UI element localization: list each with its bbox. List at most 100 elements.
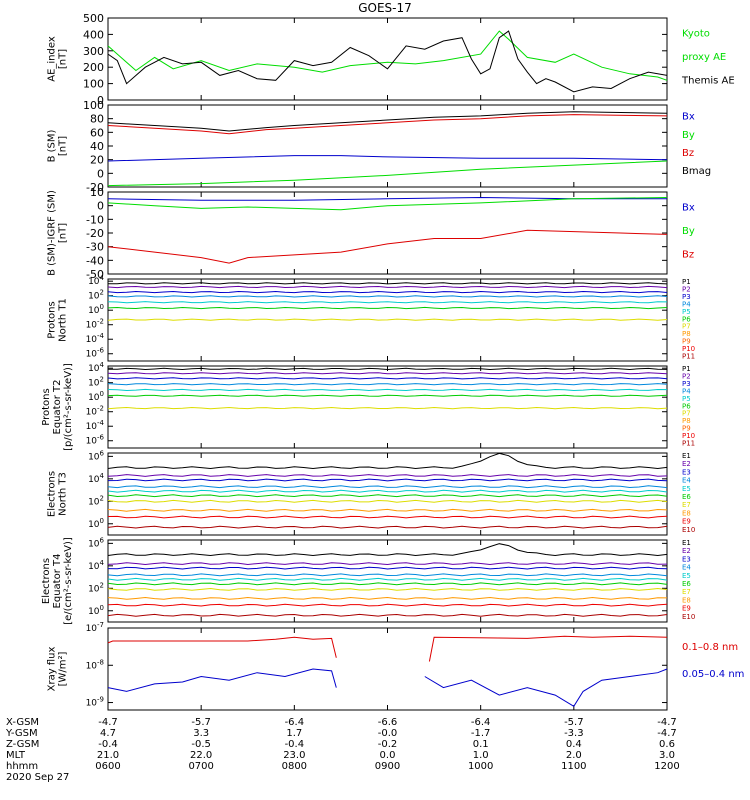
y-axis-label: AE_index: [47, 36, 58, 82]
legend-entry: P9: [682, 425, 691, 433]
y-tick-label: 10-2: [86, 405, 104, 418]
legend-entry: P9: [682, 338, 691, 346]
panel-ee: 106 104 102 100 Electrons Equator T4 [e/(cm²-s…: [41, 536, 695, 624]
y-tick-label: 10-9: [86, 696, 104, 709]
y-tick-label: 300: [83, 45, 104, 58]
legend-entry: P7: [682, 410, 691, 418]
panel-frame: [107, 452, 668, 536]
series-line: [107, 282, 668, 285]
legend-entry: P6: [682, 402, 691, 410]
y-tick-label: 100: [88, 604, 104, 617]
y-axis-label: B (SM)-IGRF (SM): [47, 190, 58, 276]
legend-entry: P4: [682, 387, 691, 395]
footer-value: 0900: [375, 761, 400, 772]
y-tick-label: 106: [88, 536, 104, 549]
legend-entry: P2: [682, 372, 691, 380]
y-tick-label: 104: [88, 472, 104, 485]
footer-row-label: MLT: [6, 750, 26, 761]
legend-entry: P2: [682, 285, 691, 293]
y-tick-label: 0: [97, 94, 104, 107]
series-line: [107, 508, 668, 512]
legend-entry: Bz: [682, 148, 694, 159]
y-tick-label: 104: [88, 559, 104, 572]
series-line: [107, 452, 668, 470]
legend-entry: P5: [682, 395, 691, 403]
series-line: [424, 668, 668, 707]
legend-entry: E4: [682, 477, 691, 485]
y-axis-label: [nT]: [58, 49, 69, 69]
footer-value: -6.4: [471, 717, 491, 728]
footer-value: 0.1: [473, 739, 489, 750]
series-line: [107, 388, 668, 392]
y-axis-label: Equator T4: [52, 554, 63, 609]
legend-entry: P7: [682, 323, 691, 331]
footer-value: 1200: [654, 761, 679, 772]
legend-entry: 0.1–0.8 nm: [682, 642, 738, 653]
y-axis-label: B (SM): [47, 129, 58, 162]
legend-entry: E7: [682, 501, 691, 509]
footer-value: 0.4: [566, 739, 582, 750]
series-line: [107, 543, 668, 557]
footer-value: -1.7: [471, 728, 491, 739]
series-line: [107, 295, 668, 298]
legend-entry: P10: [682, 432, 695, 440]
panel-frame: [107, 104, 668, 188]
series-line: [107, 485, 668, 489]
series-line: [107, 197, 668, 211]
footer-value: 3.3: [193, 728, 209, 739]
series-line: [107, 587, 668, 591]
footer-value: 0800: [282, 761, 307, 772]
footer-value: -4.7: [657, 717, 677, 728]
footer-value: 3.0: [659, 750, 675, 761]
series-line: [107, 318, 668, 321]
legend-entry: By: [682, 130, 695, 141]
series-line: [107, 515, 668, 519]
legend-entry: E2: [682, 460, 691, 468]
footer-value: 2.0: [566, 750, 582, 761]
footer-value: 4.7: [100, 728, 116, 739]
y-tick-label: 10-6: [86, 347, 105, 360]
y-axis-label: North T3: [58, 472, 69, 516]
series-line: [107, 372, 668, 375]
y-axis-label: North T1: [58, 298, 69, 342]
legend-entry: P11: [682, 353, 695, 361]
y-axis-label: [W/m²]: [58, 651, 69, 686]
y-tick-label: 0: [97, 200, 104, 213]
panel-frame: [107, 191, 668, 275]
footer-value: -0.4: [98, 739, 118, 750]
y-tick-label: 100: [83, 78, 104, 91]
footer-value: 1.0: [473, 750, 489, 761]
footer-value: -5.7: [191, 717, 211, 728]
y-tick-label: 102: [88, 376, 104, 389]
legend-entry: E6: [682, 580, 691, 588]
footer-value: 21.0: [97, 750, 119, 761]
panel-frame: [107, 539, 668, 623]
footer-value: 23.0: [283, 750, 305, 761]
series-line: [107, 285, 668, 289]
legend-entry: E9: [682, 605, 691, 613]
series-line: [107, 499, 668, 503]
series-line: [107, 573, 668, 577]
legend-entry: E10: [682, 526, 695, 534]
panel-ae: 500 400 300 200 100 0 AE_index [nT] Kyoto proxy A…: [47, 12, 735, 107]
series-line: [107, 566, 668, 570]
series-line: [107, 306, 668, 310]
y-tick-label: -40: [86, 254, 104, 267]
legend-entry: E10: [682, 613, 695, 621]
series-line: [107, 290, 668, 294]
y-tick-label: 400: [83, 28, 104, 41]
footer-row-label: Z-GSM: [6, 739, 39, 750]
y-tick-label: 100: [83, 99, 104, 112]
y-tick-label: 106: [88, 449, 104, 462]
y-tick-label: 10-8: [86, 658, 104, 671]
y-axis-label: Xray flux: [47, 647, 58, 692]
y-axis-label: Equator T2: [52, 380, 63, 435]
y-tick-label: 0: [97, 167, 104, 180]
y-tick-label: -10: [86, 213, 104, 226]
series-line: [107, 377, 668, 380]
legend-entry: P3: [682, 293, 691, 301]
footer-value: 0.6: [659, 739, 675, 750]
